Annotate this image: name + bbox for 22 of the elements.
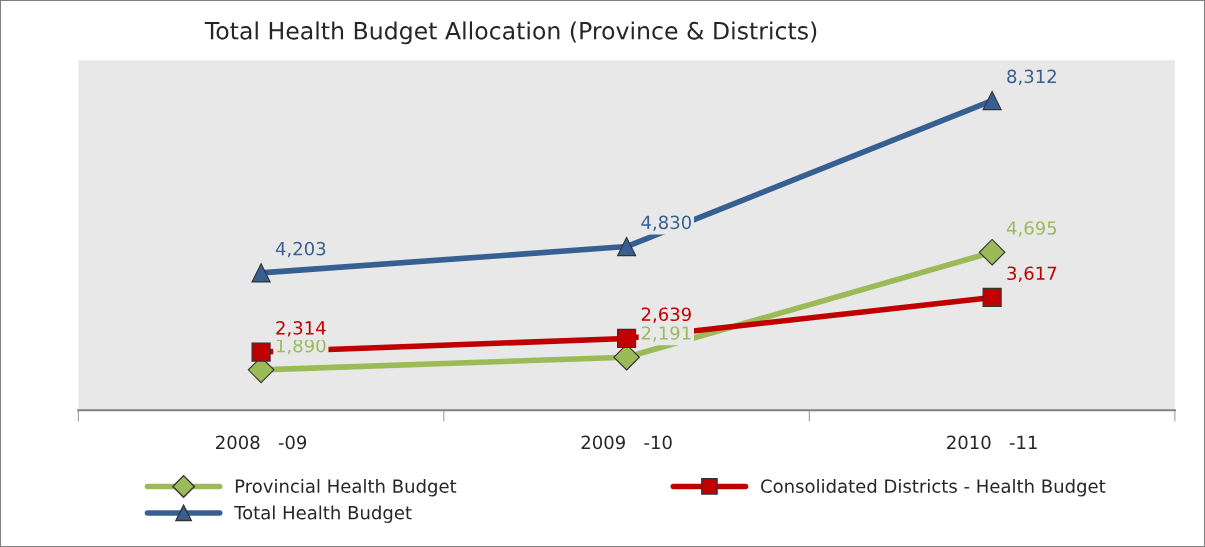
data-label: 4,203 (275, 241, 326, 258)
point (617, 236, 637, 257)
point (982, 287, 1002, 308)
point (617, 328, 637, 349)
point (978, 238, 1006, 266)
data-label: 3,617 (1007, 266, 1057, 282)
data-label: 2,639 (641, 307, 691, 323)
legend-label: Consolidated Districts - Health Budget (761, 479, 1106, 497)
chart-title: Total Health Budget Allocation (Province & Districts) (204, 21, 817, 45)
point (982, 90, 1002, 111)
x-tick-label: 2010 -11 (947, 435, 1037, 450)
data-label: 4,830 (641, 215, 691, 232)
x-tick-label: 2009 -10 (581, 435, 672, 450)
legend-label: Provincial Health Budget (235, 479, 457, 497)
point (251, 342, 271, 362)
data-label: 8,312 (1007, 69, 1056, 86)
data-label: 2,191 (641, 326, 691, 342)
point (251, 263, 271, 283)
data-label: 4,695 (1006, 221, 1057, 237)
legend-label: Total Health Budget (234, 505, 412, 523)
data-label: 2,314 (276, 321, 326, 337)
x-tick-label: 2008 -09 (216, 435, 307, 450)
